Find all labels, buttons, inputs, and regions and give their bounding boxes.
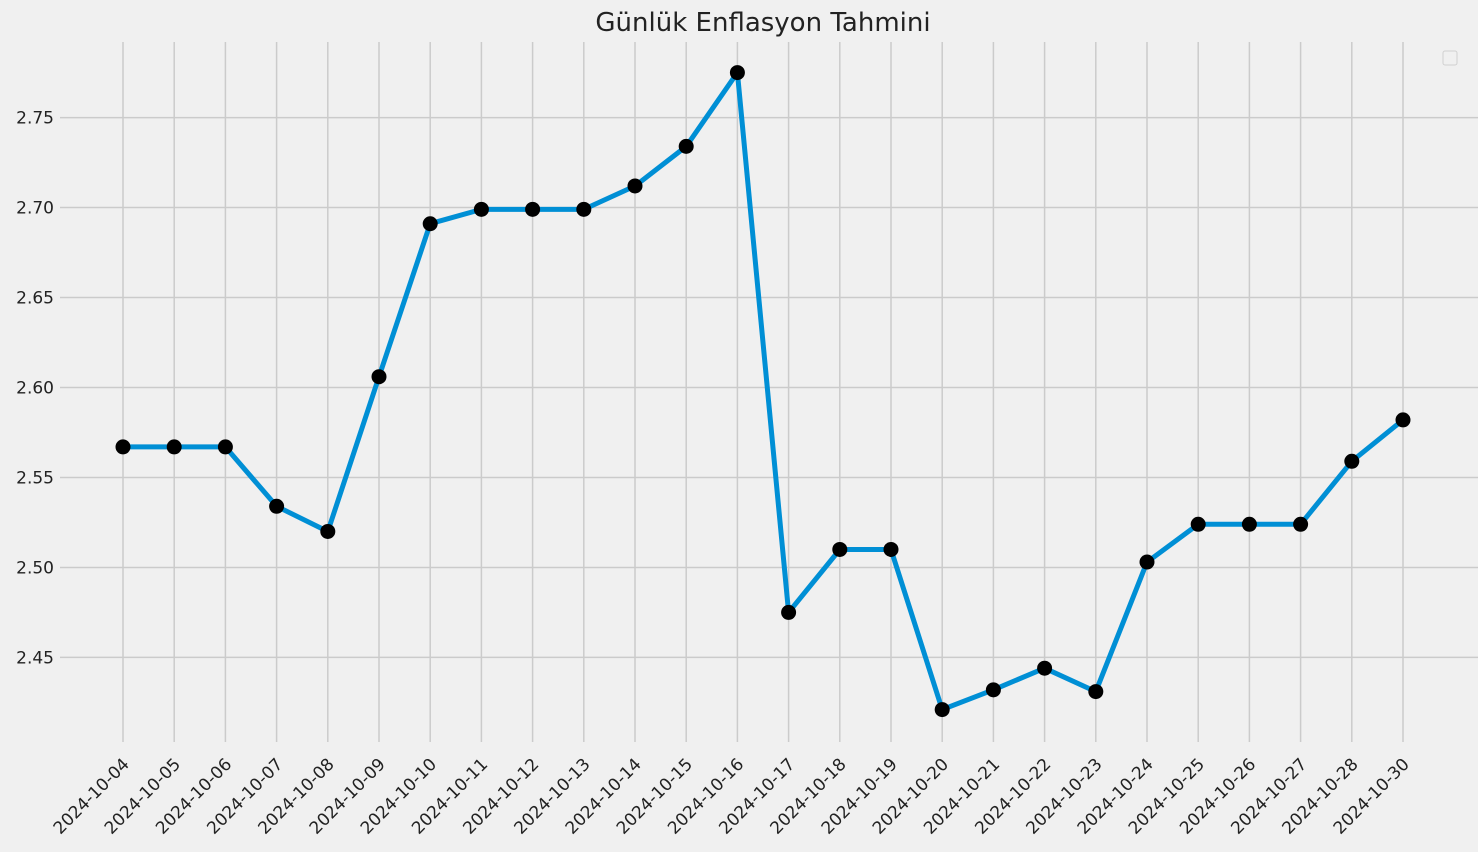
data-point (320, 523, 336, 539)
x-axis-tick-labels: 2024-10-042024-10-052024-10-062024-10-07… (50, 755, 1414, 839)
data-point (166, 439, 182, 455)
y-axis-tick-labels: 2.45 2.50 2.55 2.60 2.65 2.70 2.75 (16, 109, 54, 669)
data-point (422, 216, 438, 232)
y-tick-label: 2.55 (16, 468, 54, 488)
y-tick-label: 2.45 (16, 648, 54, 668)
data-point (1395, 412, 1411, 428)
data-point (883, 541, 899, 557)
data-point (217, 439, 233, 455)
series-line (120, 70, 1406, 713)
y-tick-label: 2.70 (16, 199, 54, 219)
data-point (1088, 684, 1104, 700)
data-point (781, 604, 797, 620)
data-point (1344, 453, 1360, 469)
data-point (525, 201, 541, 217)
data-point (115, 439, 131, 455)
data-point (1037, 660, 1053, 676)
data-point (1241, 516, 1257, 532)
data-point (729, 65, 745, 81)
data-point (832, 541, 848, 557)
data-point (1293, 516, 1309, 532)
y-tick-label: 2.65 (16, 288, 54, 308)
y-tick-label: 2.50 (16, 558, 54, 578)
legend-box (1442, 50, 1458, 66)
data-point (1139, 554, 1155, 570)
y-tick-label: 2.60 (16, 378, 54, 398)
data-point (576, 201, 592, 217)
series-markers (115, 65, 1411, 718)
data-point (627, 178, 643, 194)
data-point (678, 138, 694, 154)
data-point (985, 682, 1001, 698)
y-tick-label: 2.75 (16, 109, 54, 129)
data-point (1190, 516, 1206, 532)
data-point (473, 201, 489, 217)
data-point (269, 498, 285, 514)
x-grid (122, 42, 1404, 742)
chart-title: Günlük Enflasyon Tahmini (595, 8, 930, 38)
data-point (934, 702, 950, 718)
series-lines (120, 70, 1406, 713)
data-point (371, 369, 387, 385)
